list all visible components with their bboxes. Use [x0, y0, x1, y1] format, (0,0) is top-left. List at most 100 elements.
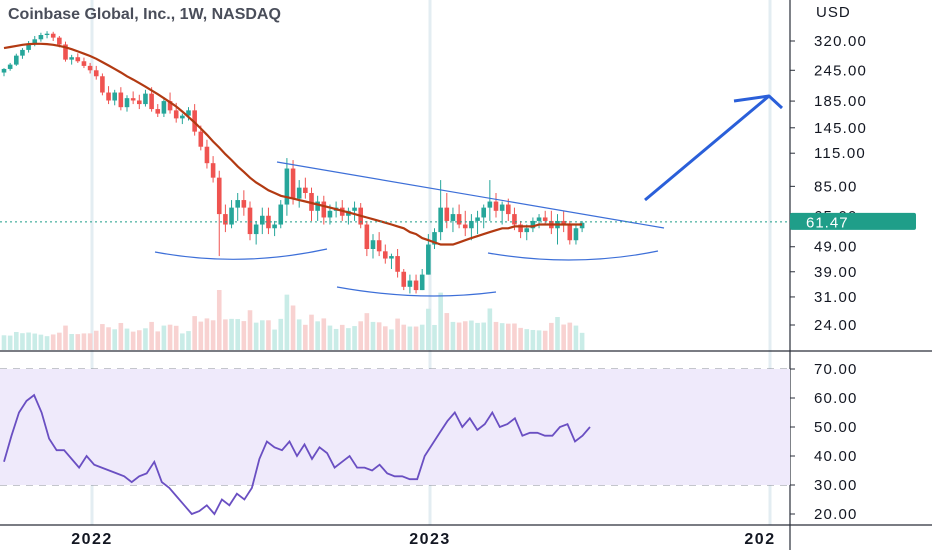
- volume-bar: [364, 313, 370, 350]
- volume-bar: [536, 330, 542, 350]
- volume-bar: [1, 335, 7, 350]
- candle-body: [1, 68, 7, 73]
- candle-body: [278, 204, 284, 225]
- candle-body: [530, 220, 536, 229]
- volume-bar: [333, 328, 339, 350]
- volume-bar: [475, 322, 480, 350]
- volume-bar: [161, 325, 167, 350]
- last-price-value: 61.47: [806, 214, 849, 231]
- candle-body: [210, 163, 216, 178]
- volume-bar: [124, 328, 130, 350]
- candle-body: [481, 207, 486, 218]
- candle-body: [241, 200, 247, 208]
- rsi-line: [3, 393, 591, 516]
- volume-bar: [118, 322, 124, 350]
- volume-bar: [235, 319, 240, 350]
- rsi-tick-label: 50.00: [814, 419, 858, 436]
- candle-body: [444, 207, 450, 221]
- candle-body: [106, 92, 111, 101]
- volume-bar: [290, 305, 296, 350]
- candle-body: [561, 220, 566, 225]
- candle-body: [438, 207, 443, 233]
- volume-bar: [32, 333, 38, 350]
- candle-body: [44, 33, 50, 35]
- base-arc-left[interactable]: [154, 248, 328, 260]
- volume-bar: [567, 322, 573, 350]
- candle-body: [327, 210, 333, 218]
- breakout-arrow-head[interactable]: [733, 94, 784, 110]
- descending-trendline[interactable]: [276, 161, 665, 229]
- candle-body: [204, 146, 210, 164]
- base-arc-middle[interactable]: [336, 286, 497, 297]
- candle-body: [223, 214, 228, 225]
- volume-bar: [499, 323, 505, 350]
- volume-bar: [284, 294, 290, 350]
- candle-body: [118, 92, 124, 108]
- candle-body: [260, 215, 265, 225]
- volume-bar: [506, 323, 511, 350]
- volume-bar: [481, 322, 486, 350]
- candle-body: [180, 115, 185, 119]
- candle-body: [124, 98, 130, 108]
- price-tick-label: 49.00: [814, 239, 858, 256]
- volume-bar: [401, 324, 407, 350]
- volume-bar: [512, 323, 517, 350]
- candle-body: [161, 101, 167, 114]
- candle-body: [192, 110, 197, 132]
- candle-body: [69, 57, 74, 60]
- candle-body: [315, 201, 320, 211]
- candle-body: [130, 98, 136, 101]
- candle-body: [290, 168, 296, 199]
- candle-body: [352, 207, 357, 211]
- volume-bar: [407, 326, 413, 350]
- breakout-arrow-line[interactable]: [644, 94, 770, 202]
- volume-bar: [555, 317, 560, 350]
- candle-body: [364, 224, 370, 250]
- candle-body: [186, 110, 191, 116]
- volume-bar: [413, 326, 419, 350]
- volume-bar: [376, 322, 382, 350]
- volume-bar: [432, 324, 437, 350]
- candle-body: [512, 214, 517, 225]
- volume-bar: [192, 316, 197, 350]
- price-axis: 320.00245.00185.00145.00115.0085.0065.00…: [790, 33, 866, 334]
- volume-bar: [395, 318, 400, 350]
- volume-bar: [100, 324, 105, 350]
- candle-body: [26, 43, 31, 50]
- last-price-tag: 61.47: [790, 212, 916, 231]
- volume-bar: [229, 318, 234, 350]
- candle-body: [229, 207, 234, 225]
- candle-body: [303, 187, 308, 193]
- trend-drawings: [154, 94, 784, 297]
- candle-body: [506, 204, 511, 215]
- candle-body: [456, 214, 462, 225]
- rsi-tick-label: 30.00: [814, 477, 858, 494]
- rsi-tick-label: 70.00: [814, 361, 858, 378]
- volume-bar: [419, 324, 425, 350]
- candle-body: [81, 61, 87, 66]
- volume-bars: [1, 290, 585, 350]
- volume-bar: [253, 322, 259, 350]
- candle-body: [216, 177, 222, 215]
- volume-bar: [278, 318, 284, 350]
- volume-bar: [180, 333, 185, 350]
- volume-bar: [106, 327, 111, 350]
- volume-bar: [223, 319, 228, 350]
- candle-body: [389, 256, 394, 259]
- time-tick-label: 2023: [409, 531, 451, 548]
- candle-body: [253, 224, 259, 235]
- candle-body: [272, 224, 277, 229]
- candle-body: [462, 224, 468, 229]
- base-arc-right[interactable]: [487, 250, 659, 261]
- volume-bar: [38, 334, 44, 350]
- volume-bar: [204, 318, 210, 350]
- candle-body: [450, 214, 456, 221]
- price-tick-label: 24.00: [814, 317, 858, 334]
- volume-bar: [272, 329, 277, 350]
- candle-body: [542, 217, 548, 221]
- volume-bar: [210, 320, 216, 350]
- volume-bar: [438, 292, 443, 350]
- volume-bar: [518, 327, 523, 350]
